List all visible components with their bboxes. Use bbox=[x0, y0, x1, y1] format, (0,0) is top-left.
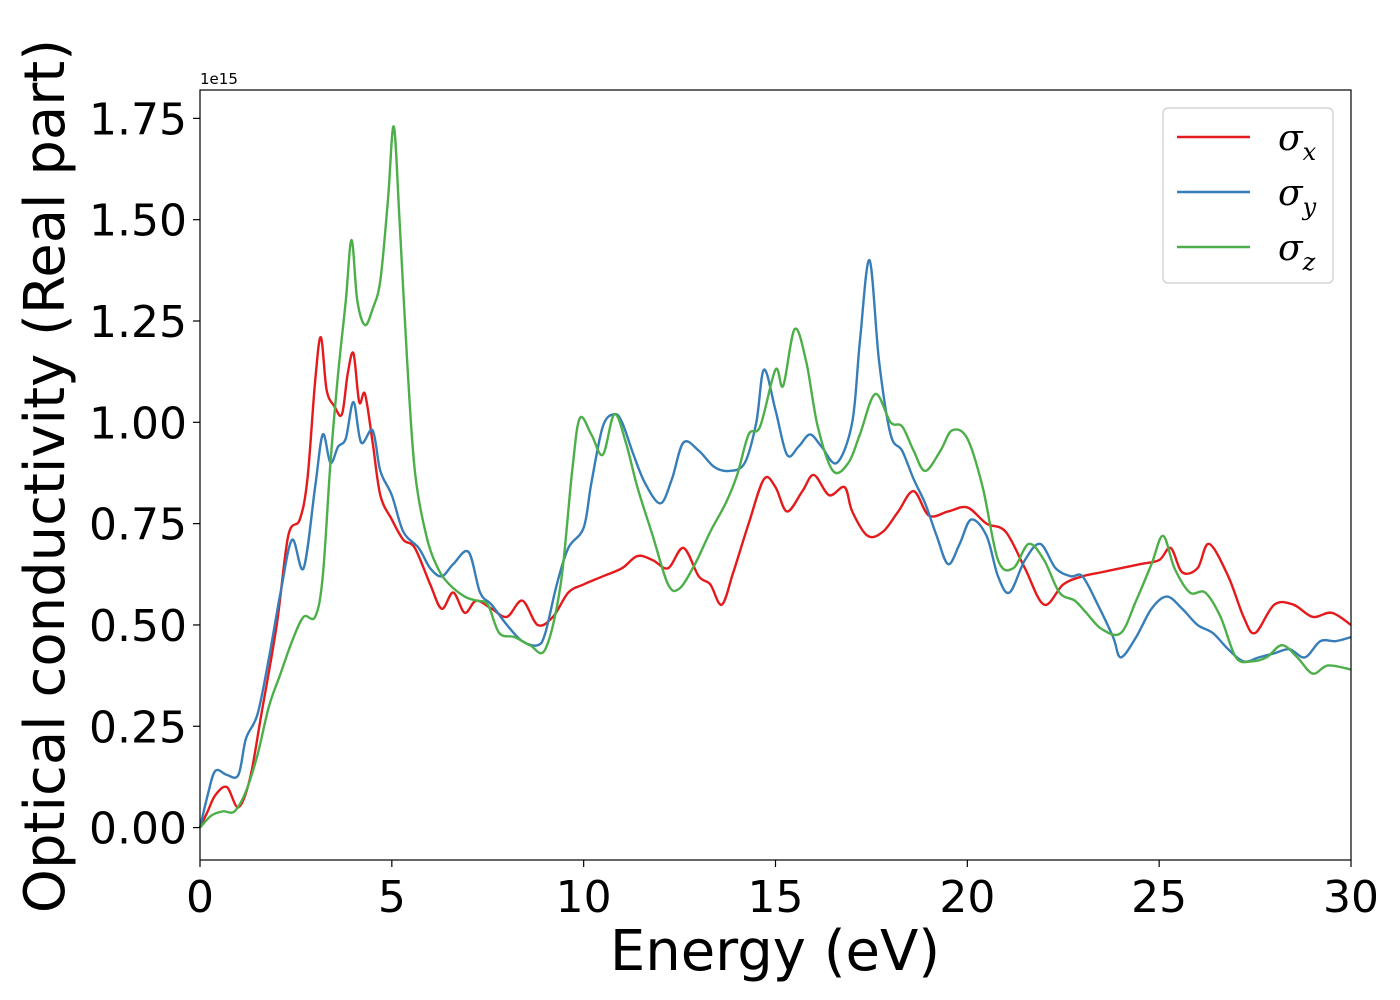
y-tick-label: 0.00 bbox=[89, 804, 187, 855]
x-tick-label: 20 bbox=[939, 872, 995, 923]
y-axis: 0.00 0.25 0.50 0.75 1.00 1.25 1.50 1.75 bbox=[89, 94, 200, 855]
legend-label-y: σy bbox=[1278, 173, 1317, 221]
series-line-x bbox=[198, 336, 1352, 829]
series-line-y bbox=[198, 259, 1352, 828]
x-tick-label: 25 bbox=[1131, 872, 1187, 923]
y-tick-label: 1.75 bbox=[89, 94, 187, 145]
legend-label-x: σx bbox=[1278, 118, 1317, 166]
series-line-z bbox=[199, 125, 1352, 829]
x-tick-label: 5 bbox=[378, 872, 406, 923]
y-tick-label: 0.50 bbox=[89, 601, 187, 652]
series-layer bbox=[198, 125, 1352, 829]
x-tick-label: 30 bbox=[1323, 872, 1379, 923]
y-tick-label: 0.75 bbox=[89, 500, 187, 551]
y-tick-label: 1.00 bbox=[89, 398, 187, 449]
x-tick-label: 0 bbox=[186, 872, 214, 923]
y-tick-label: 1.50 bbox=[89, 196, 187, 247]
x-axis-label: Energy (eV) bbox=[610, 919, 940, 984]
y-axis-label: Optical conductivity (Real part) bbox=[13, 39, 78, 913]
x-axis: 0 5 10 15 20 25 30 bbox=[186, 860, 1379, 923]
legend-label-z: σz bbox=[1278, 228, 1316, 276]
y-tick-label: 0.25 bbox=[89, 702, 187, 753]
legend-box bbox=[1162, 107, 1334, 284]
legend: σx σy σz bbox=[1162, 107, 1334, 284]
x-tick-label: 15 bbox=[748, 872, 804, 923]
x-tick-label: 10 bbox=[556, 872, 612, 923]
y-tick-label: 1.25 bbox=[89, 297, 187, 348]
y-offset-label: 1e15 bbox=[200, 70, 238, 88]
